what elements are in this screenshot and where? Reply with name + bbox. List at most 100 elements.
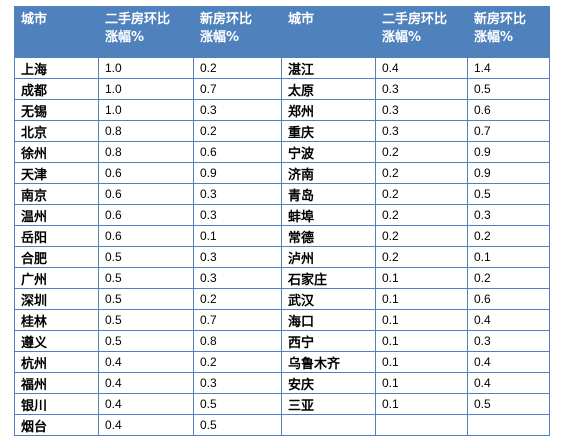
secondhand-change-cell-left: 0.8 — [98, 120, 194, 142]
city-cell-left: 福州 — [14, 372, 99, 394]
new-change-cell-left: 0.6 — [193, 141, 282, 163]
new-change-cell-right: 0.1 — [467, 246, 550, 268]
secondhand-change-cell-right: 0.3 — [375, 120, 468, 142]
city-cell-left: 天津 — [14, 162, 99, 184]
table-row: 北京 0.8 0.2 重庆 0.3 0.7 — [14, 120, 550, 142]
city-cell-right: 蚌埠 — [281, 204, 376, 226]
table-row: 桂林 0.5 0.7 海口 0.1 0.4 — [14, 309, 550, 331]
city-cell-left: 无锡 — [14, 99, 99, 121]
new-change-cell-left: 0.2 — [193, 351, 282, 373]
table-row: 天津 0.6 0.9 济南 0.2 0.9 — [14, 162, 550, 184]
city-cell-right: 太原 — [281, 78, 376, 100]
secondhand-change-cell-left: 0.5 — [98, 309, 194, 331]
city-cell-right: 郑州 — [281, 99, 376, 121]
secondhand-change-cell-left: 0.5 — [98, 288, 194, 310]
secondhand-change-cell-left: 0.5 — [98, 246, 194, 268]
city-cell-right: 安庆 — [281, 372, 376, 394]
secondhand-change-cell-left: 0.4 — [98, 351, 194, 373]
new-change-cell-left: 0.8 — [193, 330, 282, 352]
secondhand-change-cell-right: 0.2 — [375, 183, 468, 205]
city-cell-right — [281, 414, 376, 436]
secondhand-change-cell-left: 1.0 — [98, 78, 194, 100]
table-body: 上海 1.0 0.2 湛江 0.4 1.4 成都 1.0 0.7 太原 0.3 0.5 无锡 1.0 0.3… — [14, 57, 550, 436]
city-cell-right: 常德 — [281, 225, 376, 247]
city-cell-left: 岳阳 — [14, 225, 99, 247]
secondhand-change-cell-left: 0.5 — [98, 267, 194, 289]
table-row: 银川 0.4 0.5 三亚 0.1 0.5 — [14, 393, 550, 415]
price-table-container: 城市 二手房环比 涨幅% 新房环比 涨幅% 城市 二手房环比 涨幅% 新房环比 涨幅% … — [14, 6, 550, 436]
new-change-cell-right: 0.3 — [467, 330, 550, 352]
city-cell-right: 西宁 — [281, 330, 376, 352]
new-change-cell-left: 0.3 — [193, 183, 282, 205]
secondhand-change-cell-left: 0.5 — [98, 330, 194, 352]
new-change-cell-right: 0.5 — [467, 78, 550, 100]
secondhand-change-cell-left: 0.4 — [98, 393, 194, 415]
header-secondhand-left: 二手房环比 涨幅% — [98, 6, 194, 58]
secondhand-change-cell-right: 0.4 — [375, 57, 468, 79]
table-row: 福州 0.4 0.3 安庆 0.1 0.4 — [14, 372, 550, 394]
city-cell-left: 遵义 — [14, 330, 99, 352]
header-city-right: 城市 — [281, 6, 376, 58]
table-row: 成都 1.0 0.7 太原 0.3 0.5 — [14, 78, 550, 100]
secondhand-change-cell-right: 0.3 — [375, 78, 468, 100]
new-change-cell-right: 0.5 — [467, 183, 550, 205]
new-change-cell-right: 0.7 — [467, 120, 550, 142]
new-change-cell-left: 0.3 — [193, 267, 282, 289]
new-change-cell-right: 0.9 — [467, 162, 550, 184]
secondhand-change-cell-left: 0.6 — [98, 162, 194, 184]
secondhand-change-cell-right: 0.2 — [375, 204, 468, 226]
new-change-cell-right: 0.5 — [467, 393, 550, 415]
table-row: 合肥 0.5 0.3 泸州 0.2 0.1 — [14, 246, 550, 268]
new-change-cell-left: 0.2 — [193, 288, 282, 310]
city-cell-right: 石家庄 — [281, 267, 376, 289]
new-change-cell-left: 0.1 — [193, 225, 282, 247]
secondhand-change-cell-right: 0.1 — [375, 393, 468, 415]
city-cell-left: 银川 — [14, 393, 99, 415]
new-change-cell-left: 0.7 — [193, 309, 282, 331]
table-row: 烟台 0.4 0.5 — [14, 414, 550, 436]
city-cell-left: 深圳 — [14, 288, 99, 310]
city-cell-right: 泸州 — [281, 246, 376, 268]
city-cell-right: 重庆 — [281, 120, 376, 142]
table-row: 南京 0.6 0.3 青岛 0.2 0.5 — [14, 183, 550, 205]
city-cell-right: 湛江 — [281, 57, 376, 79]
secondhand-change-cell-left: 0.6 — [98, 183, 194, 205]
table-row: 广州 0.5 0.3 石家庄 0.1 0.2 — [14, 267, 550, 289]
table-row: 遵义 0.5 0.8 西宁 0.1 0.3 — [14, 330, 550, 352]
secondhand-change-cell-left: 0.6 — [98, 225, 194, 247]
secondhand-change-cell-right: 0.1 — [375, 372, 468, 394]
city-cell-right: 武汉 — [281, 288, 376, 310]
city-cell-left: 烟台 — [14, 414, 99, 436]
city-cell-left: 合肥 — [14, 246, 99, 268]
secondhand-change-cell-right: 0.1 — [375, 267, 468, 289]
new-change-cell-left: 0.9 — [193, 162, 282, 184]
table-row: 温州 0.6 0.3 蚌埠 0.2 0.3 — [14, 204, 550, 226]
city-cell-right: 乌鲁木齐 — [281, 351, 376, 373]
secondhand-change-cell-right: 0.2 — [375, 225, 468, 247]
city-cell-left: 广州 — [14, 267, 99, 289]
secondhand-change-cell-left: 1.0 — [98, 57, 194, 79]
new-change-cell-left: 0.2 — [193, 57, 282, 79]
secondhand-change-cell-right: 0.1 — [375, 309, 468, 331]
table-row: 上海 1.0 0.2 湛江 0.4 1.4 — [14, 57, 550, 79]
secondhand-change-cell-left: 0.6 — [98, 204, 194, 226]
new-change-cell-right — [467, 414, 550, 436]
new-change-cell-left: 0.5 — [193, 393, 282, 415]
table-row: 杭州 0.4 0.2 乌鲁木齐 0.1 0.4 — [14, 351, 550, 373]
city-cell-left: 上海 — [14, 57, 99, 79]
new-change-cell-right: 0.9 — [467, 141, 550, 163]
city-cell-left: 桂林 — [14, 309, 99, 331]
secondhand-change-cell-left: 0.8 — [98, 141, 194, 163]
secondhand-change-cell-right: 0.1 — [375, 288, 468, 310]
price-change-table: 城市 二手房环比 涨幅% 新房环比 涨幅% 城市 二手房环比 涨幅% 新房环比 涨幅% … — [14, 6, 550, 436]
table-row: 岳阳 0.6 0.1 常德 0.2 0.2 — [14, 225, 550, 247]
secondhand-change-cell-left: 0.4 — [98, 372, 194, 394]
new-change-cell-right: 0.4 — [467, 351, 550, 373]
header-row: 城市 二手房环比 涨幅% 新房环比 涨幅% 城市 二手房环比 涨幅% 新房环比 涨幅% — [14, 6, 550, 58]
city-cell-right: 三亚 — [281, 393, 376, 415]
new-change-cell-left: 0.3 — [193, 246, 282, 268]
secondhand-change-cell-right: 0.1 — [375, 351, 468, 373]
header-secondhand-right: 二手房环比 涨幅% — [375, 6, 468, 58]
new-change-cell-left: 0.3 — [193, 372, 282, 394]
new-change-cell-left: 0.3 — [193, 204, 282, 226]
